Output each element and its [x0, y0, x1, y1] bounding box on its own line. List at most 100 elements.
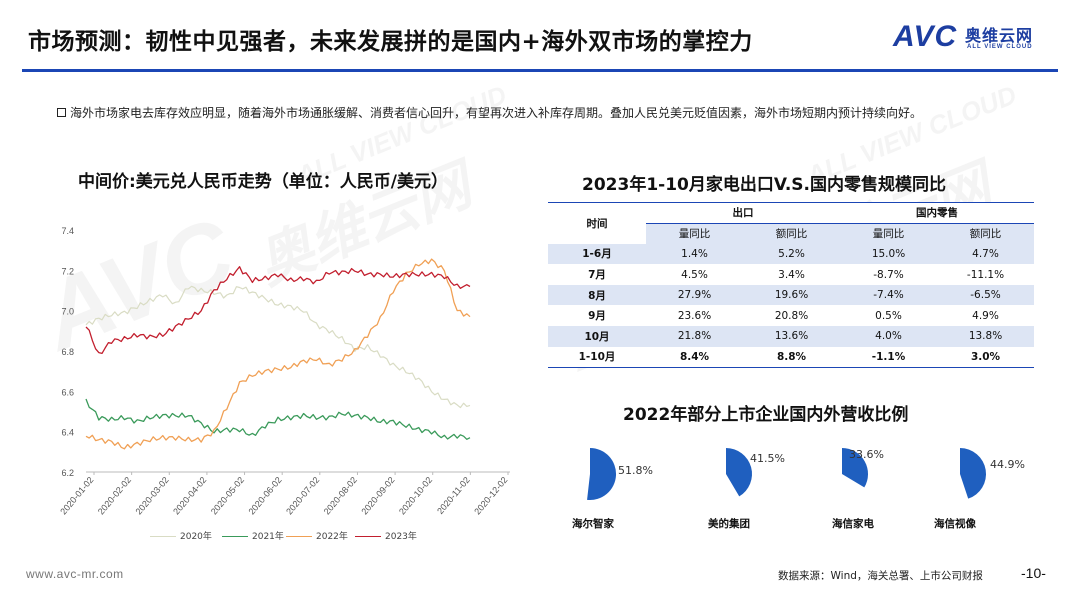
- pie-chart-hisense-visual: [932, 446, 992, 502]
- y-tick-label: 7.4: [61, 226, 74, 236]
- table-cell-label: 10月: [548, 326, 646, 347]
- pie-chart-hisense-appliance: [814, 446, 874, 502]
- pie-svg-haier: [587, 447, 617, 500]
- legend-item-2023: 2023年: [355, 530, 417, 544]
- table-title: 2023年1-10月家电出口V.S.国内零售规模同比: [582, 175, 946, 195]
- page-title: 市场预测：韧性中见强者，未来发展拼的是国内+海外双市场的掌控力: [28, 29, 753, 55]
- bullet-text: 海外市场家电去库存效应明显，随着海外市场通胀缓解、消费者信心回升，有望再次进入补…: [70, 106, 923, 120]
- bullet-square-icon: [57, 108, 66, 117]
- table-header-time: 时间: [548, 201, 646, 244]
- logo-cn-text: 奥维云网: [965, 26, 1034, 45]
- legend-label-2021: 2021年: [252, 532, 284, 542]
- x-tick-label: 2020-11-02: [435, 475, 472, 516]
- pie-svg-hisense-visual: [960, 448, 987, 499]
- table-cell: 20.8%: [743, 305, 840, 327]
- table-row: 10月 21.8% 13.6% 4.0% 13.8%: [548, 326, 1034, 347]
- legend-swatch-2022: [286, 536, 312, 537]
- x-tick-label: 2020-10-02: [397, 475, 434, 517]
- table-row: 7月 4.5% 3.4% -8.7% -11.1%: [548, 264, 1034, 285]
- data-source: 数据来源：Wind，海关总署、上市公司财报: [778, 570, 983, 582]
- x-tick-label: 2020-02-02: [96, 475, 133, 517]
- table-cell: 0.5%: [840, 305, 937, 327]
- pie-slice-haier: [587, 447, 617, 500]
- export-retail-table: 时间 出口 国内零售 量同比 额同比 量同比 额同比 1-6月 1.4% 5.2…: [548, 201, 1034, 368]
- table-cell: 1.4%: [646, 243, 743, 265]
- pie-svg-midea: [726, 448, 753, 497]
- pie-label-hisense-visual: 44.9%: [990, 458, 1025, 471]
- legend-label-2022: 2022年: [316, 532, 348, 542]
- table-cell: 23.6%: [646, 305, 743, 327]
- table-cell-label: 7月: [548, 264, 646, 285]
- table-header-domestic: 国内零售: [840, 202, 1034, 224]
- x-tick-label: 2020-08-02: [322, 475, 359, 517]
- table-row: 1-6月 1.4% 5.2% 15.0% 4.7%: [548, 243, 1034, 265]
- table-cell: 8.8%: [743, 346, 840, 368]
- table-header-export: 出口: [646, 202, 840, 224]
- fx-chart-title: 中间价:美元兑人民币走势（单位：人民币/美元）: [78, 172, 449, 192]
- table-cell-label: 9月: [548, 305, 646, 327]
- pie-chart-midea: [698, 446, 758, 502]
- pie-name-haier: 海尔智家: [572, 518, 614, 530]
- table-cell-label: 1-6月: [548, 243, 646, 265]
- page-number: -10-: [1021, 565, 1046, 581]
- table-cell: 4.0%: [840, 326, 937, 347]
- table-cell: -7.4%: [840, 284, 937, 306]
- legend-item-2021: 2021年: [222, 530, 284, 544]
- x-tick-label: 2020-06-02: [246, 475, 283, 517]
- table-cell: 13.6%: [743, 326, 840, 347]
- table-cell: 15.0%: [840, 243, 937, 265]
- pie-label-hisense-appliance: 33.6%: [849, 448, 884, 461]
- table-subheader: 量同比: [646, 223, 743, 244]
- table-row: 9月 23.6% 20.8% 0.5% 4.9%: [548, 305, 1034, 327]
- table-row-total: 1-10月 8.4% 8.8% -1.1% 3.0%: [548, 346, 1034, 368]
- table-cell: -8.7%: [840, 264, 937, 285]
- table-cell-label: 1-10月: [548, 346, 646, 368]
- table-cell: 4.9%: [937, 305, 1034, 327]
- pie-slice-hisense-appliance: [842, 448, 869, 488]
- table-cell: -11.1%: [937, 264, 1034, 285]
- pie-svg-hisense-appliance: [842, 448, 869, 488]
- pie-chart-haier: [562, 446, 622, 502]
- table-subheader: 额同比: [743, 223, 840, 244]
- line-2023: [85, 266, 471, 355]
- pie-slice-midea: [726, 448, 753, 497]
- line-2022: [85, 258, 471, 450]
- x-tick-label: 2020-01-02: [58, 475, 95, 517]
- y-tick-label: 6.4: [61, 428, 74, 438]
- table-subheader-row: 量同比 额同比 量同比 额同比: [548, 223, 1034, 244]
- x-tick-label: 2020-05-02: [209, 475, 246, 517]
- table-cell: 3.4%: [743, 264, 840, 285]
- legend-item-2022: 2022年: [286, 530, 348, 544]
- y-tick-label: 6.8: [61, 347, 74, 357]
- table-cell: 19.6%: [743, 284, 840, 306]
- legend-swatch-2020: [150, 536, 176, 537]
- pie-label-haier: 51.8%: [618, 464, 653, 477]
- table-cell: 4.7%: [937, 243, 1034, 265]
- pie-section-title: 2022年部分上市企业国内外营收比例: [623, 405, 909, 425]
- table-subheader: 额同比: [937, 223, 1034, 244]
- line-2021: [85, 398, 471, 440]
- table-cell: 13.8%: [937, 326, 1034, 347]
- pie-name-hisense-visual: 海信视像: [934, 518, 976, 530]
- table-cell: 21.8%: [646, 326, 743, 347]
- pie-label-midea: 41.5%: [750, 452, 785, 465]
- legend-item-2020: 2020年: [150, 530, 212, 544]
- legend-label-2023: 2023年: [385, 532, 417, 542]
- x-tick-label: 2020-03-02: [134, 475, 171, 517]
- legend-label-2020: 2020年: [180, 532, 212, 542]
- table-cell: 4.5%: [646, 264, 743, 285]
- y-tick-label: 7.2: [61, 266, 74, 276]
- legend-swatch-2021: [222, 536, 248, 537]
- pie-name-hisense-appliance: 海信家电: [832, 518, 874, 530]
- table-row: 8月 27.9% 19.6% -7.4% -6.5%: [548, 284, 1034, 306]
- table-subheader: 量同比: [840, 223, 937, 244]
- y-tick-label: 6.6: [61, 387, 74, 397]
- legend-swatch-2023: [355, 536, 381, 537]
- x-tick-label: 2020-09-02: [359, 475, 396, 517]
- table-cell: 3.0%: [937, 346, 1034, 368]
- footer-url[interactable]: www.avc-mr.com: [26, 567, 124, 581]
- table-cell: -1.1%: [840, 346, 937, 368]
- line-2020: [85, 285, 471, 409]
- title-rule: [22, 69, 1058, 72]
